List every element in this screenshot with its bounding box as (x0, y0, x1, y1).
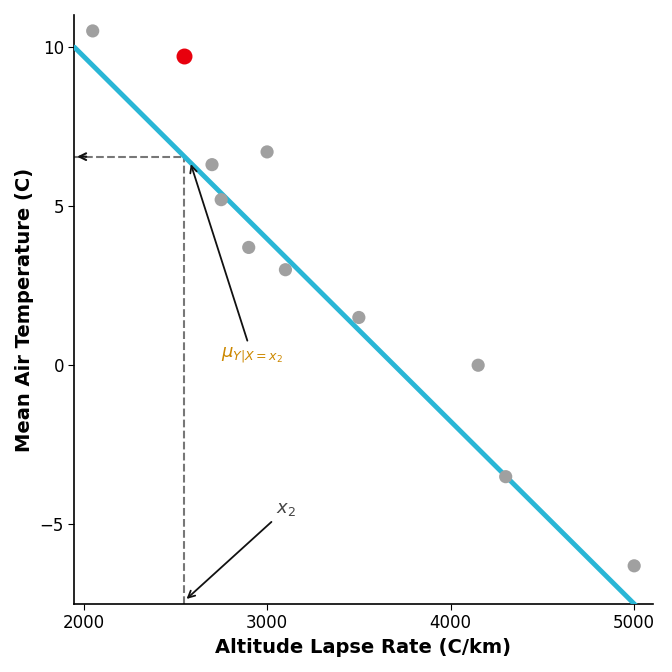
Point (243, 242, 254, 253)
Point (473, 360, 484, 371)
Point (206, 159, 217, 170)
X-axis label: Altitude Lapse Rate (C/km): Altitude Lapse Rate (C/km) (216, 638, 511, 657)
Point (280, 264, 291, 275)
Point (629, 560, 640, 571)
Point (179, 51, 190, 62)
Point (87, 26, 98, 36)
Point (501, 471, 511, 482)
Y-axis label: Mean Air Temperature (C): Mean Air Temperature (C) (15, 167, 34, 452)
Point (353, 312, 364, 323)
Text: $x_2$: $x_2$ (188, 499, 296, 597)
Point (261, 146, 272, 157)
Point (216, 194, 226, 205)
Text: $\mu_{Y|X=x_2}$: $\mu_{Y|X=x_2}$ (190, 166, 283, 366)
